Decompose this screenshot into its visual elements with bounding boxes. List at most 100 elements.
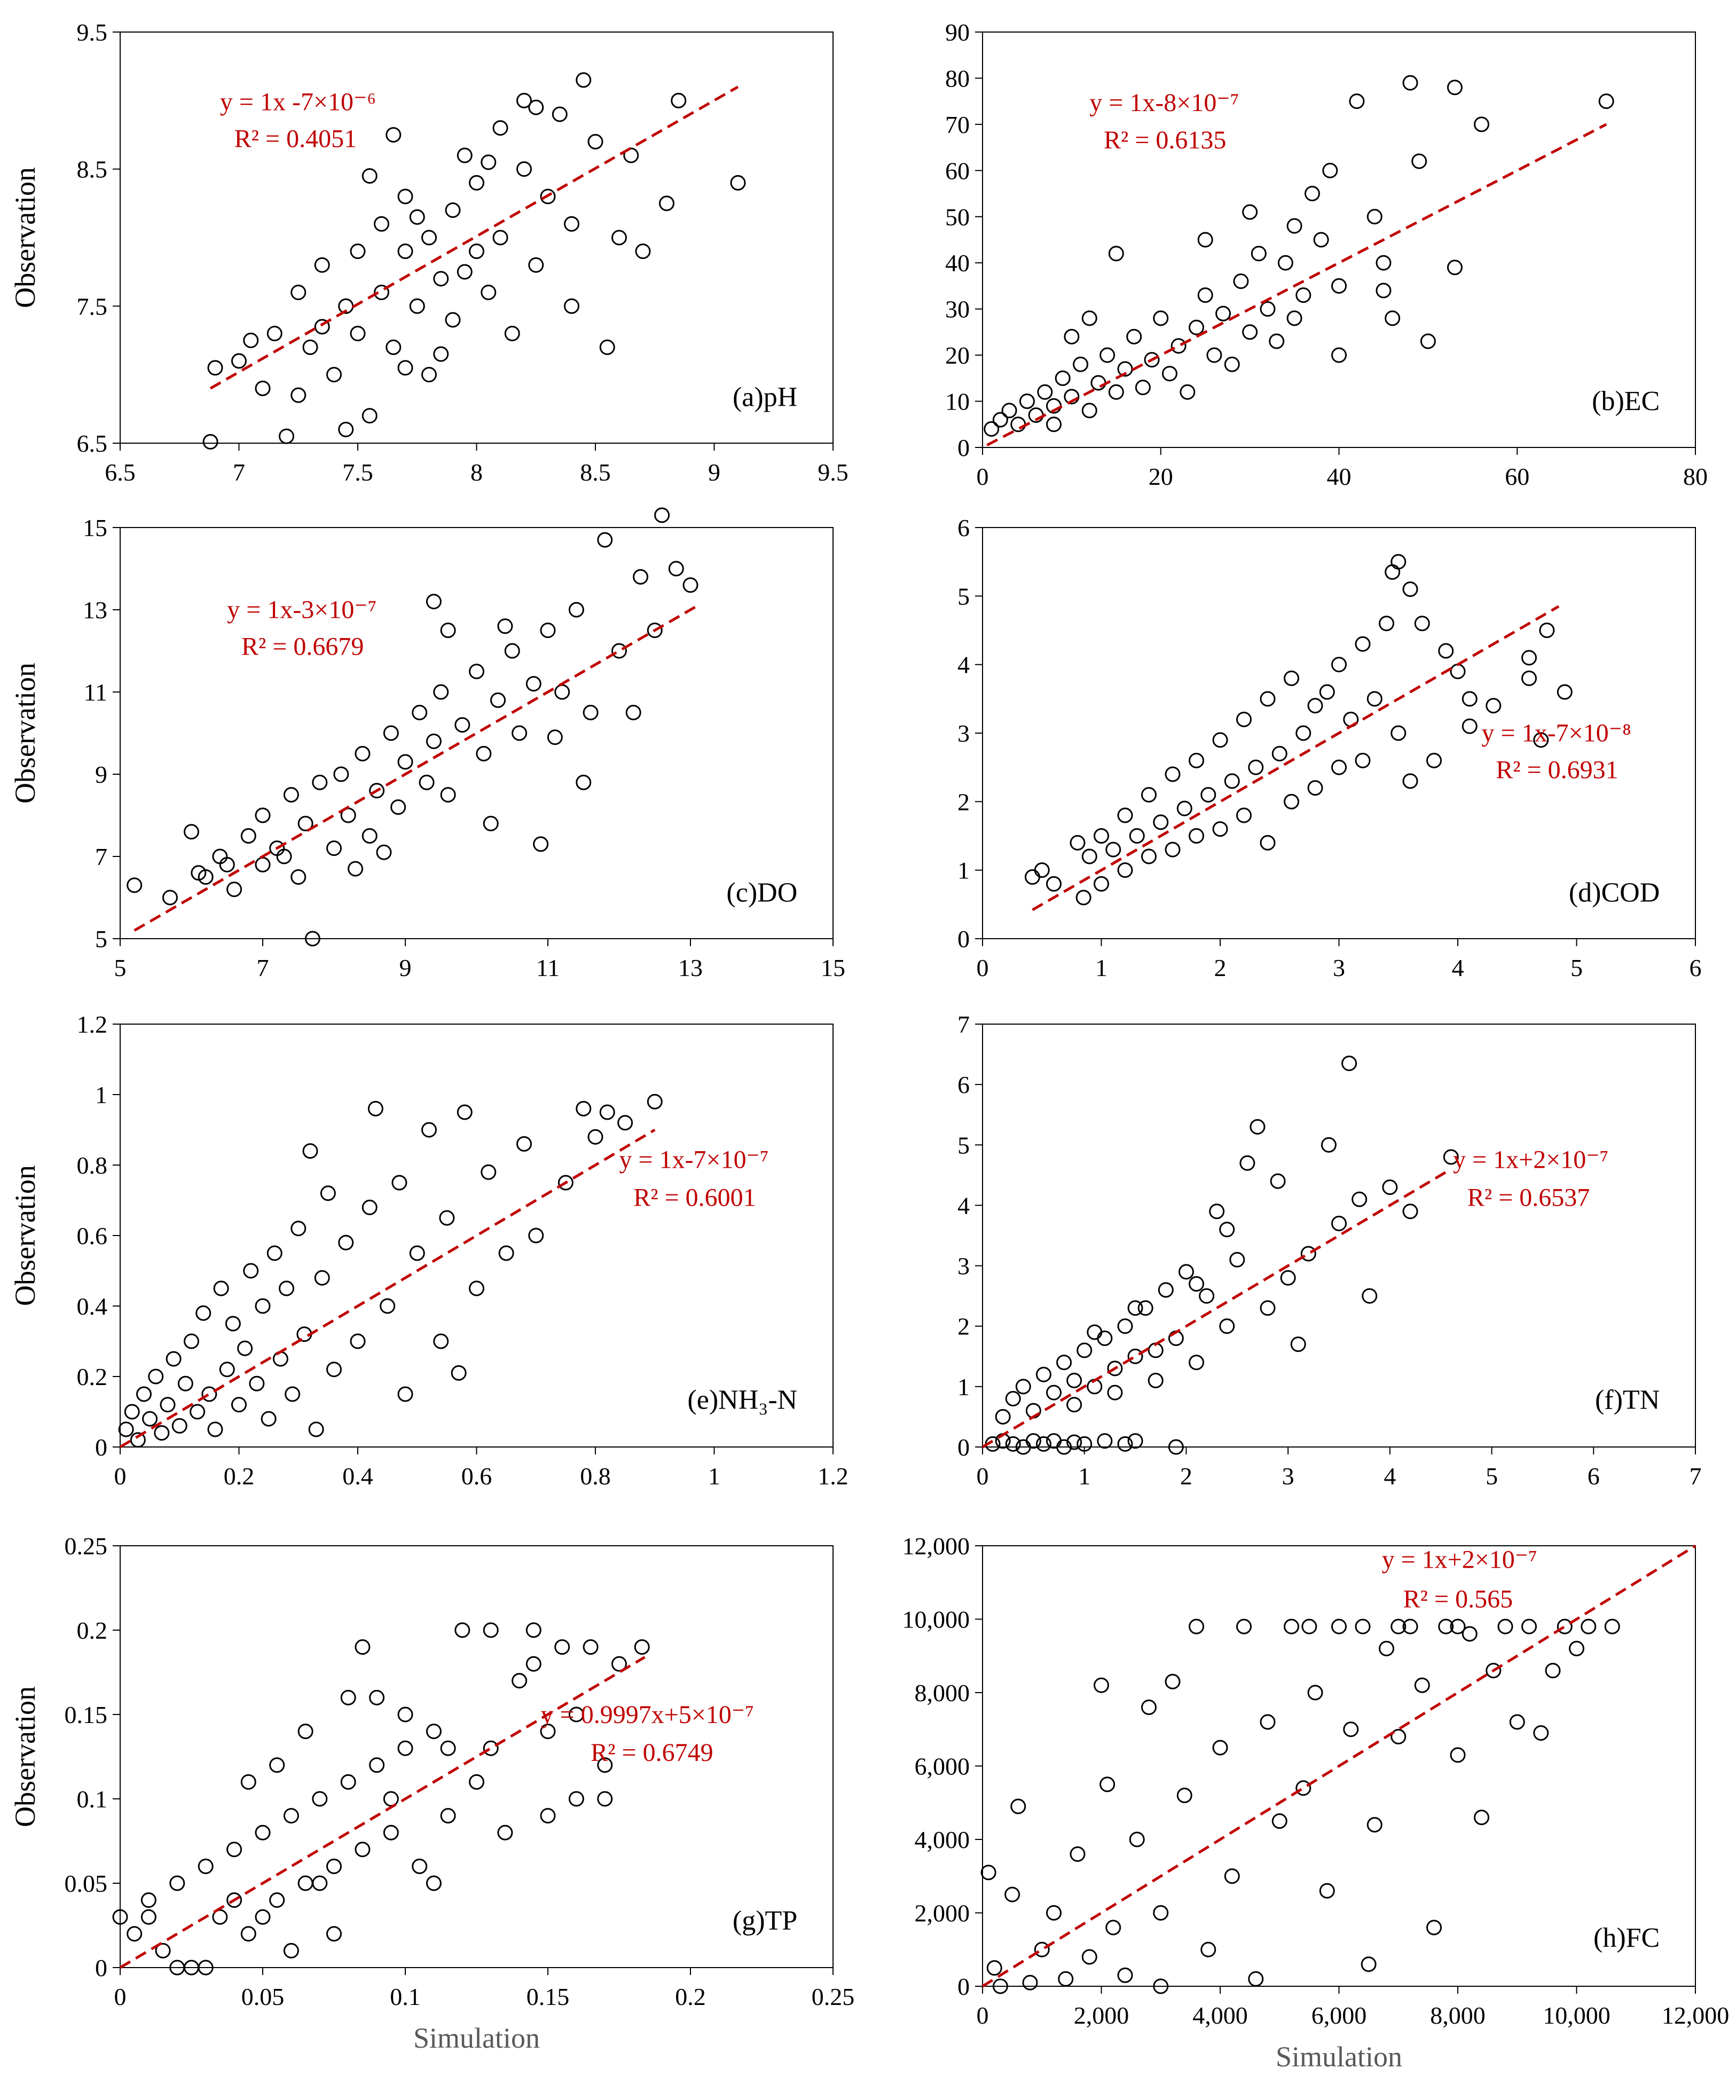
data-point	[412, 1858, 428, 1874]
data-point	[1005, 1390, 1021, 1406]
data-point	[1450, 664, 1466, 679]
data-point	[369, 783, 385, 799]
data-point	[1322, 162, 1338, 178]
panel-label: (e)NH₃-N	[687, 1385, 797, 1415]
data-point	[516, 161, 532, 177]
data-point	[1066, 1434, 1082, 1450]
data-point	[617, 1115, 633, 1131]
x-tick-label: 5	[1570, 954, 1583, 981]
data-point	[1141, 787, 1157, 803]
x-axis-label: Simulation	[413, 2022, 540, 2054]
data-point	[127, 1926, 143, 1942]
data-point	[1391, 1618, 1407, 1634]
data-point	[266, 1245, 282, 1261]
data-point	[1331, 1215, 1347, 1231]
data-point	[362, 168, 378, 184]
x-tick-label: 0	[977, 1462, 989, 1490]
data-point	[1251, 246, 1267, 262]
data-point	[169, 1960, 185, 1976]
data-point	[1604, 1618, 1620, 1634]
data-point	[528, 257, 544, 273]
data-point	[314, 1270, 330, 1286]
data-point	[409, 209, 425, 225]
x-tick-label: 7	[233, 459, 245, 486]
data-point	[1212, 732, 1228, 748]
data-point	[1148, 1373, 1164, 1389]
data-point	[1058, 1971, 1074, 1987]
chart-panel-b: 0 20 40 60 80 0 10 20 30 40 50 60 70 80 90 y = 1x-8×10⁻…	[945, 19, 1708, 490]
data-point	[255, 1909, 271, 1925]
data-point	[397, 360, 413, 376]
data-point	[1486, 1663, 1502, 1679]
data-point	[1474, 116, 1489, 132]
data-point	[483, 815, 499, 831]
data-point	[1304, 186, 1320, 202]
data-point	[314, 257, 330, 273]
fit-line	[1032, 605, 1560, 911]
data-point	[433, 684, 449, 700]
data-point	[1295, 725, 1311, 741]
data-point	[497, 1824, 513, 1841]
y-tick-label: 0	[95, 1434, 107, 1461]
data-point	[525, 1656, 541, 1672]
data-point	[1307, 698, 1323, 714]
data-point	[269, 1757, 285, 1773]
data-point	[564, 216, 579, 232]
data-point	[374, 285, 389, 301]
data-point	[1165, 841, 1181, 858]
x-tick-label: 8	[470, 459, 483, 486]
data-point	[1236, 711, 1252, 727]
y-tick-label: 0	[957, 925, 970, 953]
data-point	[611, 1656, 627, 1672]
data-point	[184, 824, 199, 840]
y-tick-label: 11	[84, 679, 107, 706]
x-tick-label: 6,000	[1311, 2002, 1367, 2029]
y-tick-label: 0	[957, 1973, 970, 2000]
data-point	[226, 1892, 242, 1908]
data-point	[1260, 691, 1276, 707]
data-point	[1450, 1618, 1466, 1634]
x-tick-label: 0	[977, 463, 989, 490]
data-point	[1280, 1270, 1296, 1286]
y-tick-label: 9	[95, 761, 107, 788]
data-point	[1005, 1436, 1021, 1452]
data-point	[177, 1375, 193, 1391]
data-point	[312, 774, 328, 790]
data-point	[1284, 1618, 1299, 1634]
data-point	[1105, 1920, 1121, 1936]
data-point	[1127, 1348, 1143, 1364]
data-point	[682, 577, 698, 593]
data-point	[445, 312, 461, 328]
fit-equation: y = 0.9997x+5×10⁻⁷	[541, 1701, 754, 1729]
panel-label: (h)FC	[1593, 1923, 1660, 1953]
x-tick-label: 0	[977, 954, 989, 981]
data-point	[557, 1175, 574, 1191]
data-point	[383, 1824, 399, 1841]
data-point	[587, 133, 603, 150]
data-point	[426, 594, 442, 610]
x-tick-label: 6	[1588, 1462, 1600, 1490]
data-point	[1331, 1618, 1347, 1634]
x-tick-label: 12,000	[1662, 2002, 1730, 2029]
data-point	[1200, 1941, 1216, 1957]
data-point	[326, 367, 342, 383]
data-point	[1260, 301, 1276, 317]
data-point	[1224, 356, 1240, 372]
data-point	[634, 1639, 650, 1655]
data-point	[1224, 1868, 1240, 1884]
data-point	[1450, 1747, 1466, 1763]
data-point	[1107, 1360, 1123, 1377]
data-point	[1277, 255, 1293, 271]
data-point	[469, 243, 484, 259]
panels: 6.5 7 7.5 8 8.5 9 9.5 6.5 7.5 8.5 9.5 y = 1x -7×10⁻…	[9, 19, 1729, 2073]
data-point	[409, 298, 425, 314]
x-tick-label: 0.1	[390, 1983, 421, 2010]
data-point	[130, 1432, 146, 1448]
data-point	[1269, 333, 1285, 349]
y-tick-label: 5	[957, 583, 970, 610]
data-point	[992, 1978, 1008, 1994]
data-point	[212, 848, 228, 864]
data-point	[243, 1263, 259, 1279]
data-point	[1034, 1941, 1050, 1957]
data-point	[1319, 1883, 1335, 1899]
